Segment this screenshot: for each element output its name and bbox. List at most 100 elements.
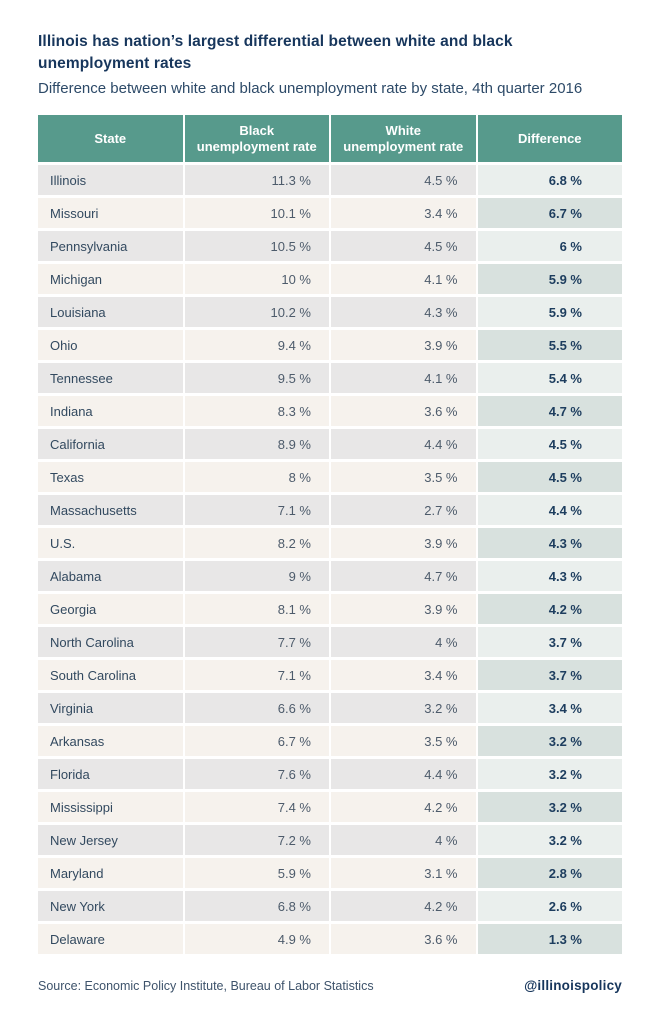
table-row: Maryland 5.9 % 3.1 % 2.8 % [38, 858, 622, 888]
white-rate-cell: 3.9 % [331, 594, 476, 624]
difference-cell: 5.4 % [477, 363, 622, 393]
white-rate-cell: 3.9 % [331, 528, 476, 558]
black-rate-cell: 5.9 % [184, 858, 329, 888]
black-rate-cell: 6.8 % [184, 891, 329, 921]
difference-cell: 4.3 % [477, 561, 622, 591]
white-rate-cell: 4.4 % [331, 759, 476, 789]
state-cell: Massachusetts [38, 495, 183, 525]
state-cell: South Carolina [38, 660, 183, 690]
difference-cell: 3.4 % [477, 693, 622, 723]
black-rate-cell: 10 % [184, 264, 329, 294]
black-rate-cell: 10.2 % [184, 297, 329, 327]
state-cell: Mississippi [38, 792, 183, 822]
table-row: Texas 8 % 3.5 % 4.5 % [38, 462, 622, 492]
table-row: California 8.9 % 4.4 % 4.5 % [38, 429, 622, 459]
state-cell: Georgia [38, 594, 183, 624]
state-cell: Pennsylvania [38, 231, 183, 261]
table-row: Pennsylvania 10.5 % 4.5 % 6 % [38, 231, 622, 261]
white-rate-cell: 4.1 % [331, 363, 476, 393]
black-rate-cell: 7.1 % [184, 660, 329, 690]
difference-cell: 2.6 % [477, 891, 622, 921]
table-row: Arkansas 6.7 % 3.5 % 3.2 % [38, 726, 622, 756]
white-rate-cell: 4.3 % [331, 297, 476, 327]
state-cell: Florida [38, 759, 183, 789]
difference-cell: 3.7 % [477, 660, 622, 690]
white-rate-cell: 3.6 % [331, 924, 476, 954]
black-rate-cell: 11.3 % [184, 165, 329, 195]
state-cell: North Carolina [38, 627, 183, 657]
difference-cell: 5.9 % [477, 297, 622, 327]
white-rate-cell: 3.5 % [331, 726, 476, 756]
state-cell: New Jersey [38, 825, 183, 855]
white-rate-cell: 4 % [331, 825, 476, 855]
black-rate-cell: 10.5 % [184, 231, 329, 261]
table-row: Ohio 9.4 % 3.9 % 5.5 % [38, 330, 622, 360]
state-cell: U.S. [38, 528, 183, 558]
black-rate-cell: 8.2 % [184, 528, 329, 558]
table-row: Illinois 11.3 % 4.5 % 6.8 % [38, 165, 622, 195]
difference-cell: 1.3 % [477, 924, 622, 954]
infographic: Illinois has nation’s largest differenti… [38, 33, 622, 993]
black-rate-cell: 8 % [184, 462, 329, 492]
table-row: South Carolina 7.1 % 3.4 % 3.7 % [38, 660, 622, 690]
table-row: Florida 7.6 % 4.4 % 3.2 % [38, 759, 622, 789]
black-rate-cell: 10.1 % [184, 198, 329, 228]
white-rate-cell: 3.9 % [331, 330, 476, 360]
white-rate-cell: 4.2 % [331, 792, 476, 822]
table-row: New York 6.8 % 4.2 % 2.6 % [38, 891, 622, 921]
state-cell: Missouri [38, 198, 183, 228]
black-rate-cell: 8.9 % [184, 429, 329, 459]
white-rate-cell: 4.7 % [331, 561, 476, 591]
state-cell: Indiana [38, 396, 183, 426]
column-header: State [38, 115, 183, 162]
difference-cell: 6.8 % [477, 165, 622, 195]
black-rate-cell: 4.9 % [184, 924, 329, 954]
state-cell: Texas [38, 462, 183, 492]
difference-cell: 6.7 % [477, 198, 622, 228]
table-row: Alabama 9 % 4.7 % 4.3 % [38, 561, 622, 591]
difference-cell: 4.4 % [477, 495, 622, 525]
table-row: Michigan 10 % 4.1 % 5.9 % [38, 264, 622, 294]
difference-cell: 3.2 % [477, 759, 622, 789]
black-rate-cell: 7.7 % [184, 627, 329, 657]
table-row: Georgia 8.1 % 3.9 % 4.2 % [38, 594, 622, 624]
table-row: U.S. 8.2 % 3.9 % 4.3 % [38, 528, 622, 558]
white-rate-cell: 3.2 % [331, 693, 476, 723]
difference-cell: 6 % [477, 231, 622, 261]
white-rate-cell: 3.6 % [331, 396, 476, 426]
state-cell: Illinois [38, 165, 183, 195]
difference-cell: 4.7 % [477, 396, 622, 426]
white-rate-cell: 3.5 % [331, 462, 476, 492]
table-row: Indiana 8.3 % 3.6 % 4.7 % [38, 396, 622, 426]
state-cell: New York [38, 891, 183, 921]
state-cell: Maryland [38, 858, 183, 888]
black-rate-cell: 6.7 % [184, 726, 329, 756]
table-header-row: State Black unemployment rate White unemploy… [38, 115, 622, 162]
black-rate-cell: 6.6 % [184, 693, 329, 723]
column-header: Black unemployment rate [184, 115, 329, 162]
white-rate-cell: 4.5 % [331, 165, 476, 195]
black-rate-cell: 7.4 % [184, 792, 329, 822]
black-rate-cell: 9.5 % [184, 363, 329, 393]
table-row: Delaware 4.9 % 3.6 % 1.3 % [38, 924, 622, 954]
white-rate-cell: 4.2 % [331, 891, 476, 921]
difference-cell: 3.7 % [477, 627, 622, 657]
table-body: Illinois 11.3 % 4.5 % 6.8 % Missouri 10.1 % 3.… [38, 165, 622, 954]
table-row: Missouri 10.1 % 3.4 % 6.7 % [38, 198, 622, 228]
difference-cell: 2.8 % [477, 858, 622, 888]
white-rate-cell: 3.4 % [331, 198, 476, 228]
black-rate-cell: 7.2 % [184, 825, 329, 855]
difference-cell: 5.9 % [477, 264, 622, 294]
column-header: White unemployment rate [331, 115, 476, 162]
white-rate-cell: 2.7 % [331, 495, 476, 525]
difference-cell: 4.5 % [477, 462, 622, 492]
state-cell: Alabama [38, 561, 183, 591]
state-cell: Tennessee [38, 363, 183, 393]
white-rate-cell: 4.1 % [331, 264, 476, 294]
source-note: Source: Economic Policy Institute, Burea… [38, 979, 374, 993]
difference-cell: 3.2 % [477, 792, 622, 822]
difference-cell: 3.2 % [477, 726, 622, 756]
difference-cell: 5.5 % [477, 330, 622, 360]
page-title: Illinois has nation’s largest differenti… [38, 33, 513, 72]
black-rate-cell: 7.1 % [184, 495, 329, 525]
